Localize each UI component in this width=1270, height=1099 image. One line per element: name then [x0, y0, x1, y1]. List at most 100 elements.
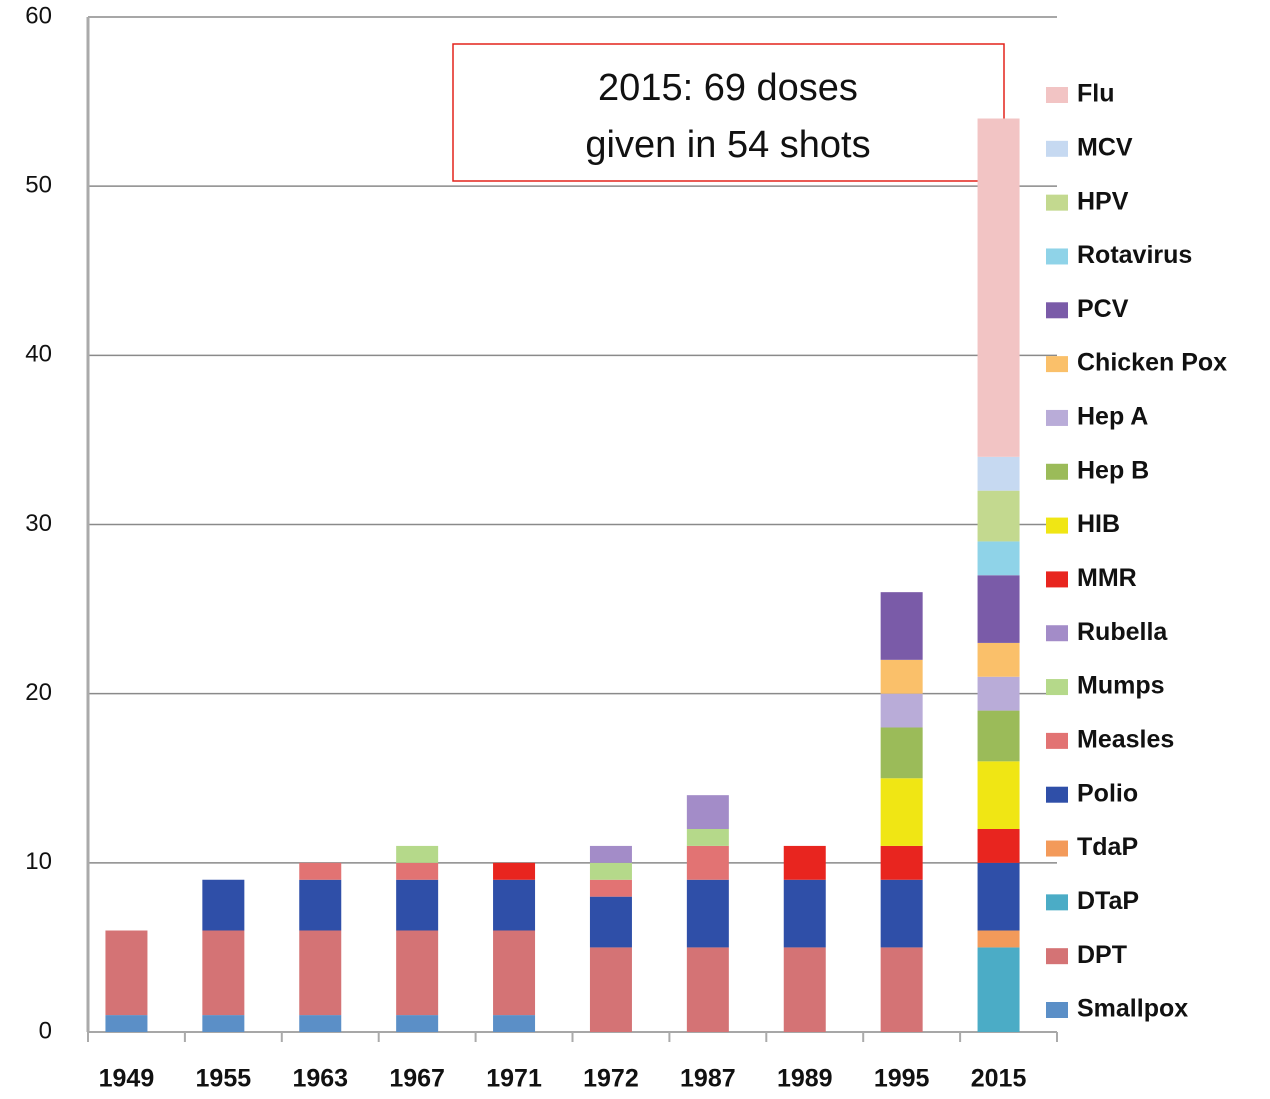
bar-segment — [105, 1015, 148, 1032]
bar-segment — [493, 862, 536, 880]
bar-segment — [396, 1015, 439, 1032]
legend-swatch — [1046, 194, 1068, 211]
legend-label: PCV — [1077, 295, 1129, 323]
x-tick-label: 2015 — [971, 1065, 1027, 1093]
bar-segment — [493, 930, 536, 1016]
x-tick-label: 1963 — [292, 1065, 348, 1093]
bar-segment — [880, 727, 923, 779]
bar-segment — [977, 490, 1020, 542]
legend-label: Hep B — [1077, 456, 1149, 484]
x-tick-label: 1987 — [680, 1065, 736, 1093]
bar-segment — [977, 575, 1020, 643]
bar-segment — [880, 592, 923, 660]
y-tick-label: 60 — [25, 2, 52, 29]
legend-label: HIB — [1077, 510, 1120, 538]
bar-segment — [783, 845, 826, 880]
x-tick-label: 1967 — [389, 1065, 445, 1093]
annotation: 2015: 69 doses — [598, 67, 858, 109]
legend-label: Rotavirus — [1077, 241, 1192, 269]
annotation-box — [452, 43, 1005, 182]
bar-segment — [202, 1015, 245, 1032]
bar-segment — [299, 930, 342, 1016]
legend-label: Hep A — [1077, 403, 1148, 431]
bar-segment — [396, 879, 439, 931]
bar-segment — [493, 879, 536, 931]
bar-segment — [686, 879, 729, 948]
bar-segment — [589, 879, 632, 897]
legend-swatch — [1046, 248, 1068, 265]
legend-label: Flu — [1077, 80, 1115, 108]
legend-swatch — [1046, 894, 1068, 911]
bar-segment — [396, 930, 439, 1016]
bar-segment — [686, 829, 729, 846]
bar-segment — [977, 862, 1020, 931]
y-tick-label: 10 — [25, 848, 52, 875]
legend-swatch — [1046, 840, 1068, 857]
bar-segment — [977, 930, 1020, 948]
y-tick-label: 20 — [25, 679, 52, 706]
bar-segment — [880, 879, 923, 948]
bar-segment — [396, 845, 439, 863]
bar-segment — [977, 118, 1020, 457]
legend-swatch — [1046, 625, 1068, 642]
legend-label: Mumps — [1077, 672, 1165, 700]
legend-label: Smallpox — [1077, 995, 1188, 1023]
legend-swatch — [1046, 732, 1068, 749]
bar-segment — [977, 761, 1020, 829]
bar-segment — [977, 642, 1020, 677]
bar-segment — [299, 1015, 342, 1032]
bar-segment — [977, 947, 1020, 1032]
legend-swatch — [1046, 571, 1068, 588]
legend-swatch — [1046, 679, 1068, 696]
bar-segment — [880, 778, 923, 846]
bar-segment — [686, 845, 729, 880]
legend-label: DPT — [1077, 941, 1127, 969]
bar-segment — [977, 541, 1020, 576]
bar-segment — [783, 879, 826, 948]
bar-segment — [977, 456, 1020, 491]
legend-swatch — [1046, 356, 1068, 373]
legend-swatch — [1046, 140, 1068, 157]
bar-segment — [686, 947, 729, 1032]
bar-segment — [977, 710, 1020, 762]
y-tick-label: 50 — [25, 172, 52, 199]
bar-segment — [589, 896, 632, 948]
bar-segment — [202, 930, 245, 1016]
legend-label: Measles — [1077, 725, 1174, 753]
y-tick-label: 40 — [25, 341, 52, 368]
x-tick-label: 1989 — [777, 1065, 833, 1093]
x-tick-label: 1955 — [196, 1065, 252, 1093]
legend-swatch — [1046, 302, 1068, 319]
bar-segment — [589, 845, 632, 863]
y-tick-label: 30 — [25, 510, 52, 537]
legend-label: MCV — [1077, 133, 1133, 161]
legend-swatch — [1046, 786, 1068, 803]
bar-segment — [686, 795, 729, 829]
bar-segment — [783, 947, 826, 1032]
x-tick-label: 1949 — [99, 1065, 155, 1093]
legend-label: Polio — [1077, 779, 1138, 807]
bar-segment — [493, 1015, 536, 1032]
bar-segment — [202, 879, 245, 931]
bar-segment — [299, 879, 342, 931]
legend-swatch — [1046, 87, 1068, 103]
bar-segment — [880, 947, 923, 1032]
legend-label: Rubella — [1077, 618, 1168, 646]
bar-segment — [977, 676, 1020, 711]
bar-segment — [880, 845, 923, 880]
legend-swatch — [1046, 409, 1068, 426]
bar-segment — [880, 693, 923, 728]
bar-segment — [299, 862, 342, 880]
legend-label: HPV — [1077, 187, 1129, 215]
bar-segment — [589, 947, 632, 1032]
bar-segment — [105, 930, 148, 1016]
legend-label: MMR — [1077, 564, 1137, 592]
bar-segment — [977, 829, 1020, 863]
legend-label: DTaP — [1077, 887, 1139, 915]
bar-segment — [880, 659, 923, 694]
legend-swatch — [1046, 517, 1068, 534]
legend-swatch — [1046, 948, 1068, 965]
legend-swatch — [1046, 1002, 1068, 1018]
x-tick-label: 1972 — [583, 1065, 639, 1093]
legend-label: TdaP — [1077, 833, 1138, 861]
